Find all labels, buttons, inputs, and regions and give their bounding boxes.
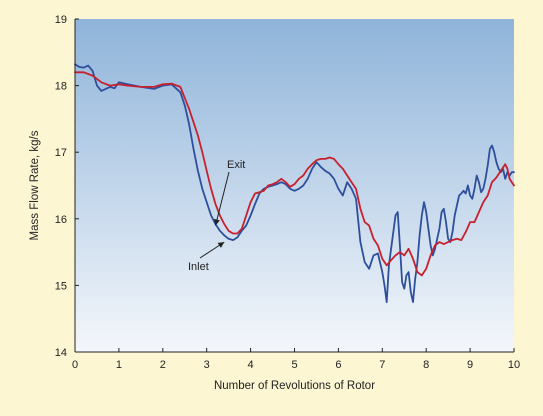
annotation-arrowhead-inlet <box>217 242 225 248</box>
x-tick-label: 4 <box>248 359 254 371</box>
y-axis-title: Mass Flow Rate, kg/s <box>29 130 41 240</box>
series-layer <box>74 63 515 303</box>
x-axis-title: Number of Revolutions of Rotor <box>214 380 375 392</box>
x-tick-label: 10 <box>508 359 520 371</box>
annotation-label-inlet: Inlet <box>188 261 209 273</box>
x-tick-label: 6 <box>335 359 341 371</box>
annotation-leader-exit <box>214 171 230 226</box>
x-tick-label: 7 <box>379 359 385 371</box>
y-tick-label: 19 <box>55 14 67 26</box>
y-tick-label: 15 <box>55 280 67 292</box>
series-line-exit <box>74 71 515 277</box>
y-axis-ticks: 14 15 16 17 18 19 <box>55 14 79 359</box>
series-line-inlet <box>74 63 515 303</box>
y-tick-label: 14 <box>55 347 67 359</box>
plot-area <box>75 19 514 352</box>
x-tick-label: 9 <box>467 359 473 371</box>
y-tick-label: 17 <box>55 147 67 159</box>
x-tick-label: 8 <box>423 359 429 371</box>
x-tick-label: 2 <box>160 359 166 371</box>
x-axis-ticks: 0 1 2 3 4 5 6 7 8 9 10 <box>72 348 520 371</box>
annotation-label-exit: Exit <box>227 159 245 171</box>
x-tick-label: 5 <box>291 359 297 371</box>
annotation-arrowhead-exit <box>214 218 220 226</box>
x-tick-label: 1 <box>116 359 122 371</box>
x-tick-label: 3 <box>204 359 210 371</box>
y-tick-label: 16 <box>55 214 67 226</box>
x-tick-label: 0 <box>72 359 78 371</box>
y-tick-label: 18 <box>55 81 67 93</box>
annotation-layer: Exit Inlet <box>188 159 245 273</box>
